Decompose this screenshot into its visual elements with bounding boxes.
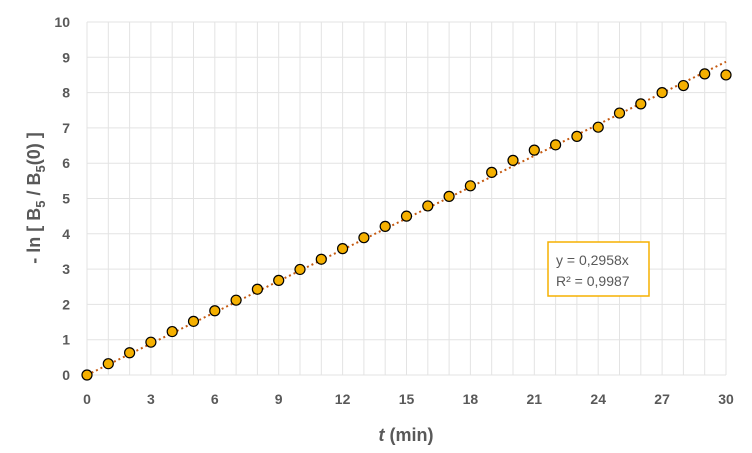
data-point [549,139,562,151]
data-point [145,336,157,348]
x-tick-label: 6 [211,391,219,407]
data-point [528,144,540,156]
data-point [379,220,391,232]
data-point [81,369,93,381]
trendline-r-squared: R² = 0,9987 [556,273,630,289]
grid-lines [86,21,727,376]
data-point [315,253,327,265]
y-axis-title: - ln [ B5 / B5(0) ] [24,132,48,263]
data-point [443,190,455,202]
data-point [699,68,711,80]
data-point [124,347,136,359]
trendline-equation-box: y = 0,2958x R² = 0,9987 [547,241,650,297]
x-tick-label: 30 [718,391,734,407]
data-point [166,325,178,338]
y-tick-label: 7 [62,120,70,136]
trendline-equation: y = 0,2958x [556,252,629,268]
data-point [294,263,306,276]
x-tick-label: 0 [83,391,91,407]
data-point [358,232,370,244]
y-tick-label: 0 [62,367,70,383]
x-tick-label: 9 [275,391,283,407]
data-point [337,243,349,255]
x-tick-label: 12 [335,391,351,407]
y-tick-label: 10 [54,14,70,30]
equation-box-border [547,241,650,297]
data-points [81,68,732,381]
y-tick-label: 6 [62,155,70,171]
x-axis-title: t (min) [379,425,434,445]
x-tick-label: 24 [590,391,606,407]
data-point [656,86,668,99]
data-point [209,305,221,317]
x-tick-label: 15 [399,391,415,407]
data-point [464,180,476,192]
y-tick-label: 4 [62,226,70,242]
data-point [273,274,285,286]
data-point [635,98,647,110]
data-point [251,283,263,295]
y-tick-label: 3 [62,261,70,277]
y-tick-label: 5 [62,191,70,207]
x-tick-label: 3 [147,391,155,407]
data-point [592,121,604,133]
data-point [613,107,626,119]
data-point [571,130,583,142]
data-point [102,358,114,370]
data-point [187,315,200,327]
x-tick-label: 18 [463,391,479,407]
y-tick-label: 9 [62,49,70,65]
data-point [400,210,413,222]
y-tick-label: 2 [62,296,70,312]
data-point [230,294,242,306]
data-point [422,200,434,212]
data-point [720,69,732,81]
y-tick-label: 1 [62,332,70,348]
x-tick-label: 21 [527,391,543,407]
y-tick-label: 8 [62,85,70,101]
data-point [677,79,690,92]
data-point [486,166,498,178]
x-tick-label: 27 [654,391,670,407]
y-tick-labels: 0 1 2 3 4 5 6 7 8 9 10 [54,14,70,383]
data-point [507,154,519,166]
x-tick-labels: 0 3 6 9 12 15 18 21 24 27 30 [83,391,734,407]
